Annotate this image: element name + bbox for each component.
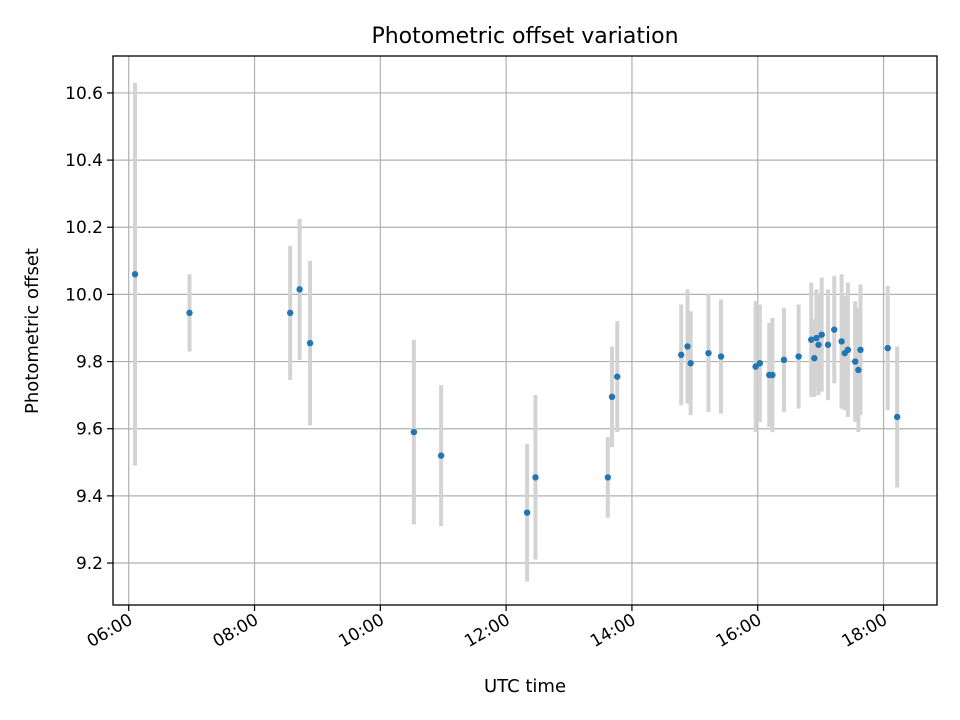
data-point — [795, 353, 802, 360]
data-point — [769, 371, 776, 379]
data-point — [884, 344, 891, 352]
data-point — [687, 360, 694, 367]
data-point — [410, 428, 418, 436]
data-point — [824, 341, 832, 348]
y-tick-label: 10.4 — [65, 151, 103, 171]
data-points — [131, 271, 901, 516]
y-tick-label: 10.0 — [65, 285, 103, 305]
data-point — [523, 509, 531, 516]
data-point — [608, 393, 616, 401]
data-point — [186, 309, 193, 317]
data-point — [818, 331, 825, 338]
y-axis-label: Photometric offset — [22, 248, 43, 414]
chart-title: Photometric offset variation — [371, 24, 678, 49]
plot-frame — [112, 55, 938, 606]
data-point — [756, 360, 764, 367]
data-point — [437, 452, 445, 459]
y-tick-label: 9.2 — [76, 554, 103, 574]
data-point — [717, 353, 725, 360]
y-tick-label: 9.8 — [76, 353, 103, 373]
x-axis-label: UTC time — [484, 676, 566, 697]
y-tick-label: 10.6 — [65, 84, 103, 104]
data-point — [684, 343, 691, 350]
y-tick-label: 10.2 — [65, 218, 103, 238]
data-point — [131, 271, 139, 278]
data-point — [614, 373, 621, 380]
data-point — [306, 339, 314, 347]
data-point — [604, 474, 612, 481]
data-point — [286, 309, 294, 317]
data-point — [780, 356, 788, 364]
data-point — [855, 366, 862, 374]
data-point — [296, 286, 303, 293]
data-point — [705, 349, 712, 357]
data-point — [811, 355, 818, 362]
data-point — [678, 351, 685, 359]
y-tick-label: 9.6 — [76, 420, 103, 440]
data-point — [893, 413, 901, 421]
data-point — [813, 334, 820, 342]
data-point — [532, 474, 539, 481]
data-point — [831, 326, 838, 333]
data-point — [857, 346, 864, 354]
data-point — [844, 346, 852, 354]
data-point — [838, 338, 845, 345]
data-point — [807, 336, 815, 343]
data-point — [815, 341, 822, 348]
y-tick-label: 9.4 — [76, 487, 103, 507]
data-point — [852, 358, 859, 365]
